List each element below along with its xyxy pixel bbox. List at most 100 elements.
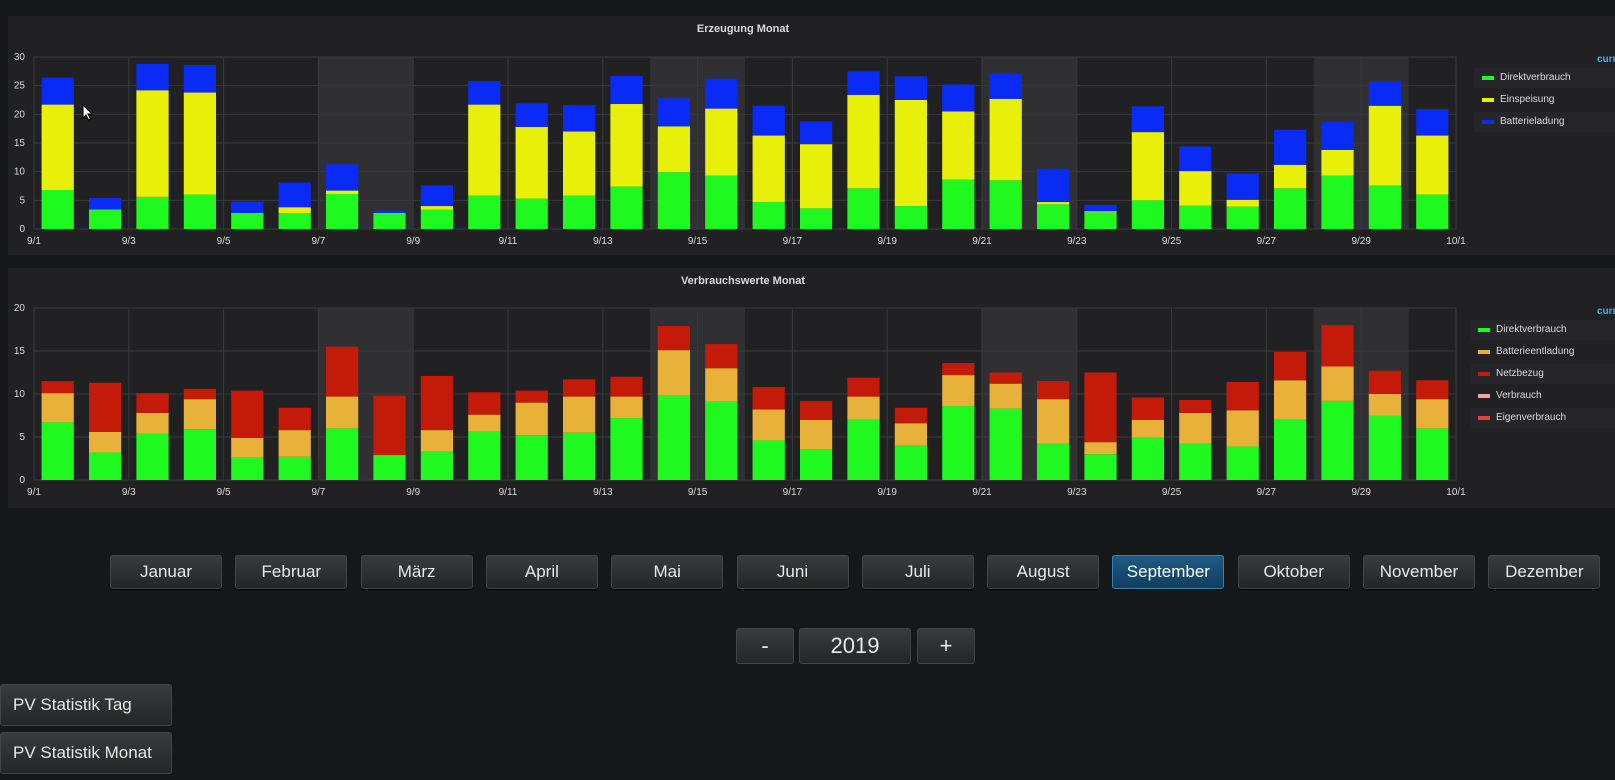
bar-segment[interactable] bbox=[231, 457, 264, 480]
bar-segment[interactable] bbox=[515, 103, 548, 127]
bar-segment[interactable] bbox=[610, 376, 643, 397]
bar-segment[interactable] bbox=[705, 108, 738, 176]
bar-segment[interactable] bbox=[1321, 325, 1354, 367]
bar-segment[interactable] bbox=[562, 195, 596, 229]
bar-segment[interactable] bbox=[705, 78, 738, 109]
nav-pv-statistik-tag[interactable]: PV Statistik Tag bbox=[0, 684, 172, 726]
bar-segment[interactable] bbox=[183, 92, 217, 195]
bar-segment[interactable] bbox=[1036, 202, 1070, 205]
bar-segment[interactable] bbox=[894, 445, 928, 480]
bar-segment[interactable] bbox=[325, 194, 359, 229]
bar-segment[interactable] bbox=[752, 202, 785, 229]
bar-segment[interactable] bbox=[420, 206, 454, 210]
bar-segment[interactable] bbox=[1321, 121, 1354, 150]
bar-segment[interactable] bbox=[1226, 381, 1259, 411]
bar-segment[interactable] bbox=[657, 350, 691, 396]
bar-segment[interactable] bbox=[752, 409, 785, 441]
bar-segment[interactable] bbox=[752, 105, 785, 136]
bar-segment[interactable] bbox=[847, 94, 880, 189]
bar-segment[interactable] bbox=[1131, 132, 1165, 201]
bar-segment[interactable] bbox=[1131, 106, 1165, 133]
bar-segment[interactable] bbox=[562, 379, 596, 397]
bar-segment[interactable] bbox=[41, 422, 74, 480]
bar-segment[interactable] bbox=[1321, 175, 1354, 229]
bar-segment[interactable] bbox=[894, 76, 928, 100]
month-button-oktober[interactable]: Oktober bbox=[1237, 555, 1350, 589]
bar-segment[interactable] bbox=[657, 98, 691, 127]
month-button-juni[interactable]: Juni bbox=[736, 555, 849, 589]
bar-segment[interactable] bbox=[1273, 351, 1307, 381]
bar-segment[interactable] bbox=[278, 430, 311, 457]
month-button-januar[interactable]: Januar bbox=[110, 555, 222, 589]
bar-segment[interactable] bbox=[1084, 211, 1117, 213]
bar-segment[interactable] bbox=[136, 393, 169, 413]
bar-segment[interactable] bbox=[1084, 204, 1117, 212]
bar-segment[interactable] bbox=[989, 408, 1022, 480]
bar-segment[interactable] bbox=[1226, 410, 1259, 447]
bar-segment[interactable] bbox=[989, 383, 1022, 409]
bar-segment[interactable] bbox=[942, 111, 975, 180]
bar-segment[interactable] bbox=[1368, 105, 1402, 186]
nav-pv-statistik-monat[interactable]: PV Statistik Monat bbox=[0, 732, 172, 774]
bar-segment[interactable] bbox=[373, 210, 406, 213]
bar-segment[interactable] bbox=[88, 431, 122, 453]
bar-segment[interactable] bbox=[41, 381, 74, 394]
bar-segment[interactable] bbox=[1036, 168, 1070, 203]
bar-segment[interactable] bbox=[657, 172, 691, 229]
bar-segment[interactable] bbox=[752, 440, 785, 480]
bar-segment[interactable] bbox=[325, 396, 359, 429]
bar-segment[interactable] bbox=[278, 182, 311, 208]
bar-segment[interactable] bbox=[468, 195, 501, 229]
bar-segment[interactable] bbox=[894, 423, 928, 446]
bar-segment[interactable] bbox=[562, 131, 596, 196]
bar-segment[interactable] bbox=[942, 84, 975, 112]
bar-segment[interactable] bbox=[1273, 380, 1307, 420]
bar-segment[interactable] bbox=[1416, 194, 1449, 229]
bar-segment[interactable] bbox=[88, 452, 122, 480]
bar-segment[interactable] bbox=[1179, 412, 1212, 444]
bar-segment[interactable] bbox=[1036, 381, 1070, 400]
bar-segment[interactable] bbox=[1131, 419, 1165, 438]
bar-segment[interactable] bbox=[325, 346, 359, 397]
legend-item[interactable]: Batterieentladung3 bbox=[1470, 342, 1615, 362]
bar-segment[interactable] bbox=[610, 75, 643, 105]
bar-segment[interactable] bbox=[420, 430, 454, 452]
bar-segment[interactable] bbox=[136, 433, 169, 480]
bar-segment[interactable] bbox=[231, 390, 264, 438]
bar-segment[interactable] bbox=[1368, 370, 1402, 394]
bar-segment[interactable] bbox=[1179, 171, 1212, 206]
bar-segment[interactable] bbox=[515, 402, 548, 436]
bar-segment[interactable] bbox=[799, 121, 833, 145]
bar-segment[interactable] bbox=[231, 201, 264, 213]
bar-segment[interactable] bbox=[136, 412, 169, 434]
month-button-mai[interactable]: Mai bbox=[611, 555, 724, 589]
bar-segment[interactable] bbox=[799, 208, 833, 229]
bar-segment[interactable] bbox=[799, 449, 833, 480]
bar-segment[interactable] bbox=[847, 377, 880, 397]
bar-segment[interactable] bbox=[752, 135, 785, 203]
bar-segment[interactable] bbox=[562, 105, 596, 132]
bar-segment[interactable] bbox=[1321, 400, 1354, 480]
bar-segment[interactable] bbox=[1226, 446, 1259, 480]
bar-segment[interactable] bbox=[1226, 206, 1259, 229]
bar-segment[interactable] bbox=[1273, 419, 1307, 480]
bar-segment[interactable] bbox=[1273, 164, 1307, 189]
bar-segment[interactable] bbox=[1368, 185, 1402, 229]
bar-segment[interactable] bbox=[1036, 399, 1070, 444]
bar-segment[interactable] bbox=[894, 407, 928, 424]
bar-segment[interactable] bbox=[705, 344, 738, 369]
bar-segment[interactable] bbox=[1416, 109, 1449, 136]
bar-segment[interactable] bbox=[468, 414, 501, 432]
legend-item[interactable]: Verbrauch10 bbox=[1470, 386, 1615, 406]
bar-segment[interactable] bbox=[468, 81, 501, 105]
bar-segment[interactable] bbox=[1084, 372, 1117, 443]
bar-segment[interactable] bbox=[799, 419, 833, 450]
bar-segment[interactable] bbox=[1131, 397, 1165, 420]
bar-segment[interactable] bbox=[278, 407, 311, 431]
bar-segment[interactable] bbox=[1321, 366, 1354, 401]
bar-segment[interactable] bbox=[88, 209, 122, 229]
bar-segment[interactable] bbox=[183, 388, 217, 400]
bar-segment[interactable] bbox=[942, 406, 975, 480]
bar-segment[interactable] bbox=[1368, 394, 1402, 416]
month-button-april[interactable]: April bbox=[485, 555, 598, 589]
